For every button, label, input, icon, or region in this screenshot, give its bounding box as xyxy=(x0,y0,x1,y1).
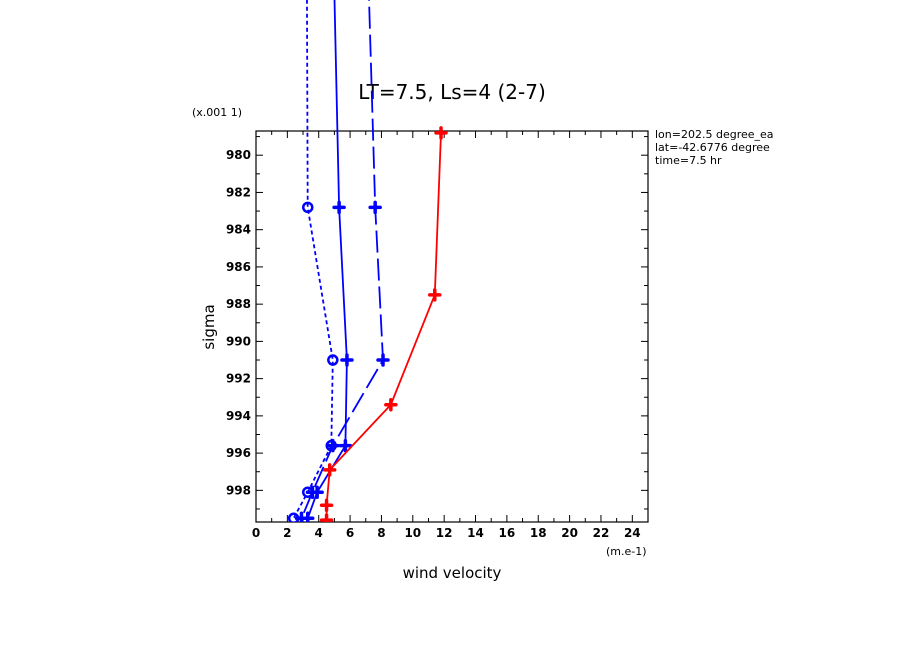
x-tick-label: 2 xyxy=(283,526,291,540)
plus-marker xyxy=(322,463,337,477)
circle-marker xyxy=(327,354,339,366)
series-0 xyxy=(319,126,448,522)
chart-title: LT=7.5, Ls=4 (2-7) xyxy=(358,80,546,104)
y-tick-label: 982 xyxy=(226,185,251,199)
annotation-lat: lat=-42.6776 degree xyxy=(655,141,770,154)
circle-marker xyxy=(287,512,300,522)
y-tick-label: 988 xyxy=(226,297,251,311)
y-tick-label: 992 xyxy=(226,372,251,386)
series-layer xyxy=(287,0,448,522)
x-tick-label: 20 xyxy=(561,526,578,540)
x-tick-label: 14 xyxy=(467,526,484,540)
annotation-time: time=7.5 hr xyxy=(655,154,722,167)
y-tick-label: 986 xyxy=(226,260,251,274)
x-tick-label: 24 xyxy=(624,526,641,540)
y-tick-label: 996 xyxy=(226,446,251,460)
x-tick-label: 18 xyxy=(530,526,547,540)
y-tick-label: 980 xyxy=(226,148,251,162)
series-line xyxy=(306,0,348,519)
plus-marker xyxy=(319,513,334,522)
circle-marker xyxy=(301,486,314,498)
y-axis-title: sigma xyxy=(200,304,218,349)
plot-frame xyxy=(255,130,649,523)
y-tick-label: 984 xyxy=(226,223,251,237)
series-line xyxy=(292,0,334,519)
plus-marker xyxy=(338,438,353,453)
x-unit-label: (m.e-1) xyxy=(606,545,647,558)
y-tick-label: 998 xyxy=(226,483,251,497)
annotation-lon: lon=202.5 degree_ea xyxy=(655,128,774,141)
plus-marker xyxy=(340,353,354,367)
x-tick-label: 4 xyxy=(315,526,323,540)
plus-marker xyxy=(428,288,442,302)
x-axis-title: wind velocity xyxy=(403,564,502,582)
x-tick-label: 0 xyxy=(252,526,260,540)
plus-marker xyxy=(332,200,346,215)
y-tick-label: 994 xyxy=(226,409,251,423)
plus-marker xyxy=(434,126,448,140)
plus-marker xyxy=(376,353,390,367)
x-tick-label: 12 xyxy=(436,526,453,540)
y-tick-label: 990 xyxy=(226,334,251,348)
x-tick-label: 10 xyxy=(404,526,421,540)
circle-marker xyxy=(325,439,338,452)
circle-marker xyxy=(301,201,314,214)
x-tick-label: 22 xyxy=(593,526,610,540)
annotation-mask xyxy=(780,126,840,170)
x-tick-label: 6 xyxy=(346,526,354,540)
plus-marker xyxy=(368,200,382,215)
axes: 0 2 4 6 8 10 12 14 16 18 20 22 249809829849869889909… xyxy=(226,130,649,540)
plus-marker xyxy=(319,498,334,512)
series-3 xyxy=(287,0,339,522)
x-tick-label: 8 xyxy=(377,526,385,540)
y-unit-label: (x.001 1) xyxy=(192,106,242,119)
series-line xyxy=(325,132,442,521)
x-tick-label: 16 xyxy=(499,526,516,540)
plus-marker xyxy=(384,397,398,412)
